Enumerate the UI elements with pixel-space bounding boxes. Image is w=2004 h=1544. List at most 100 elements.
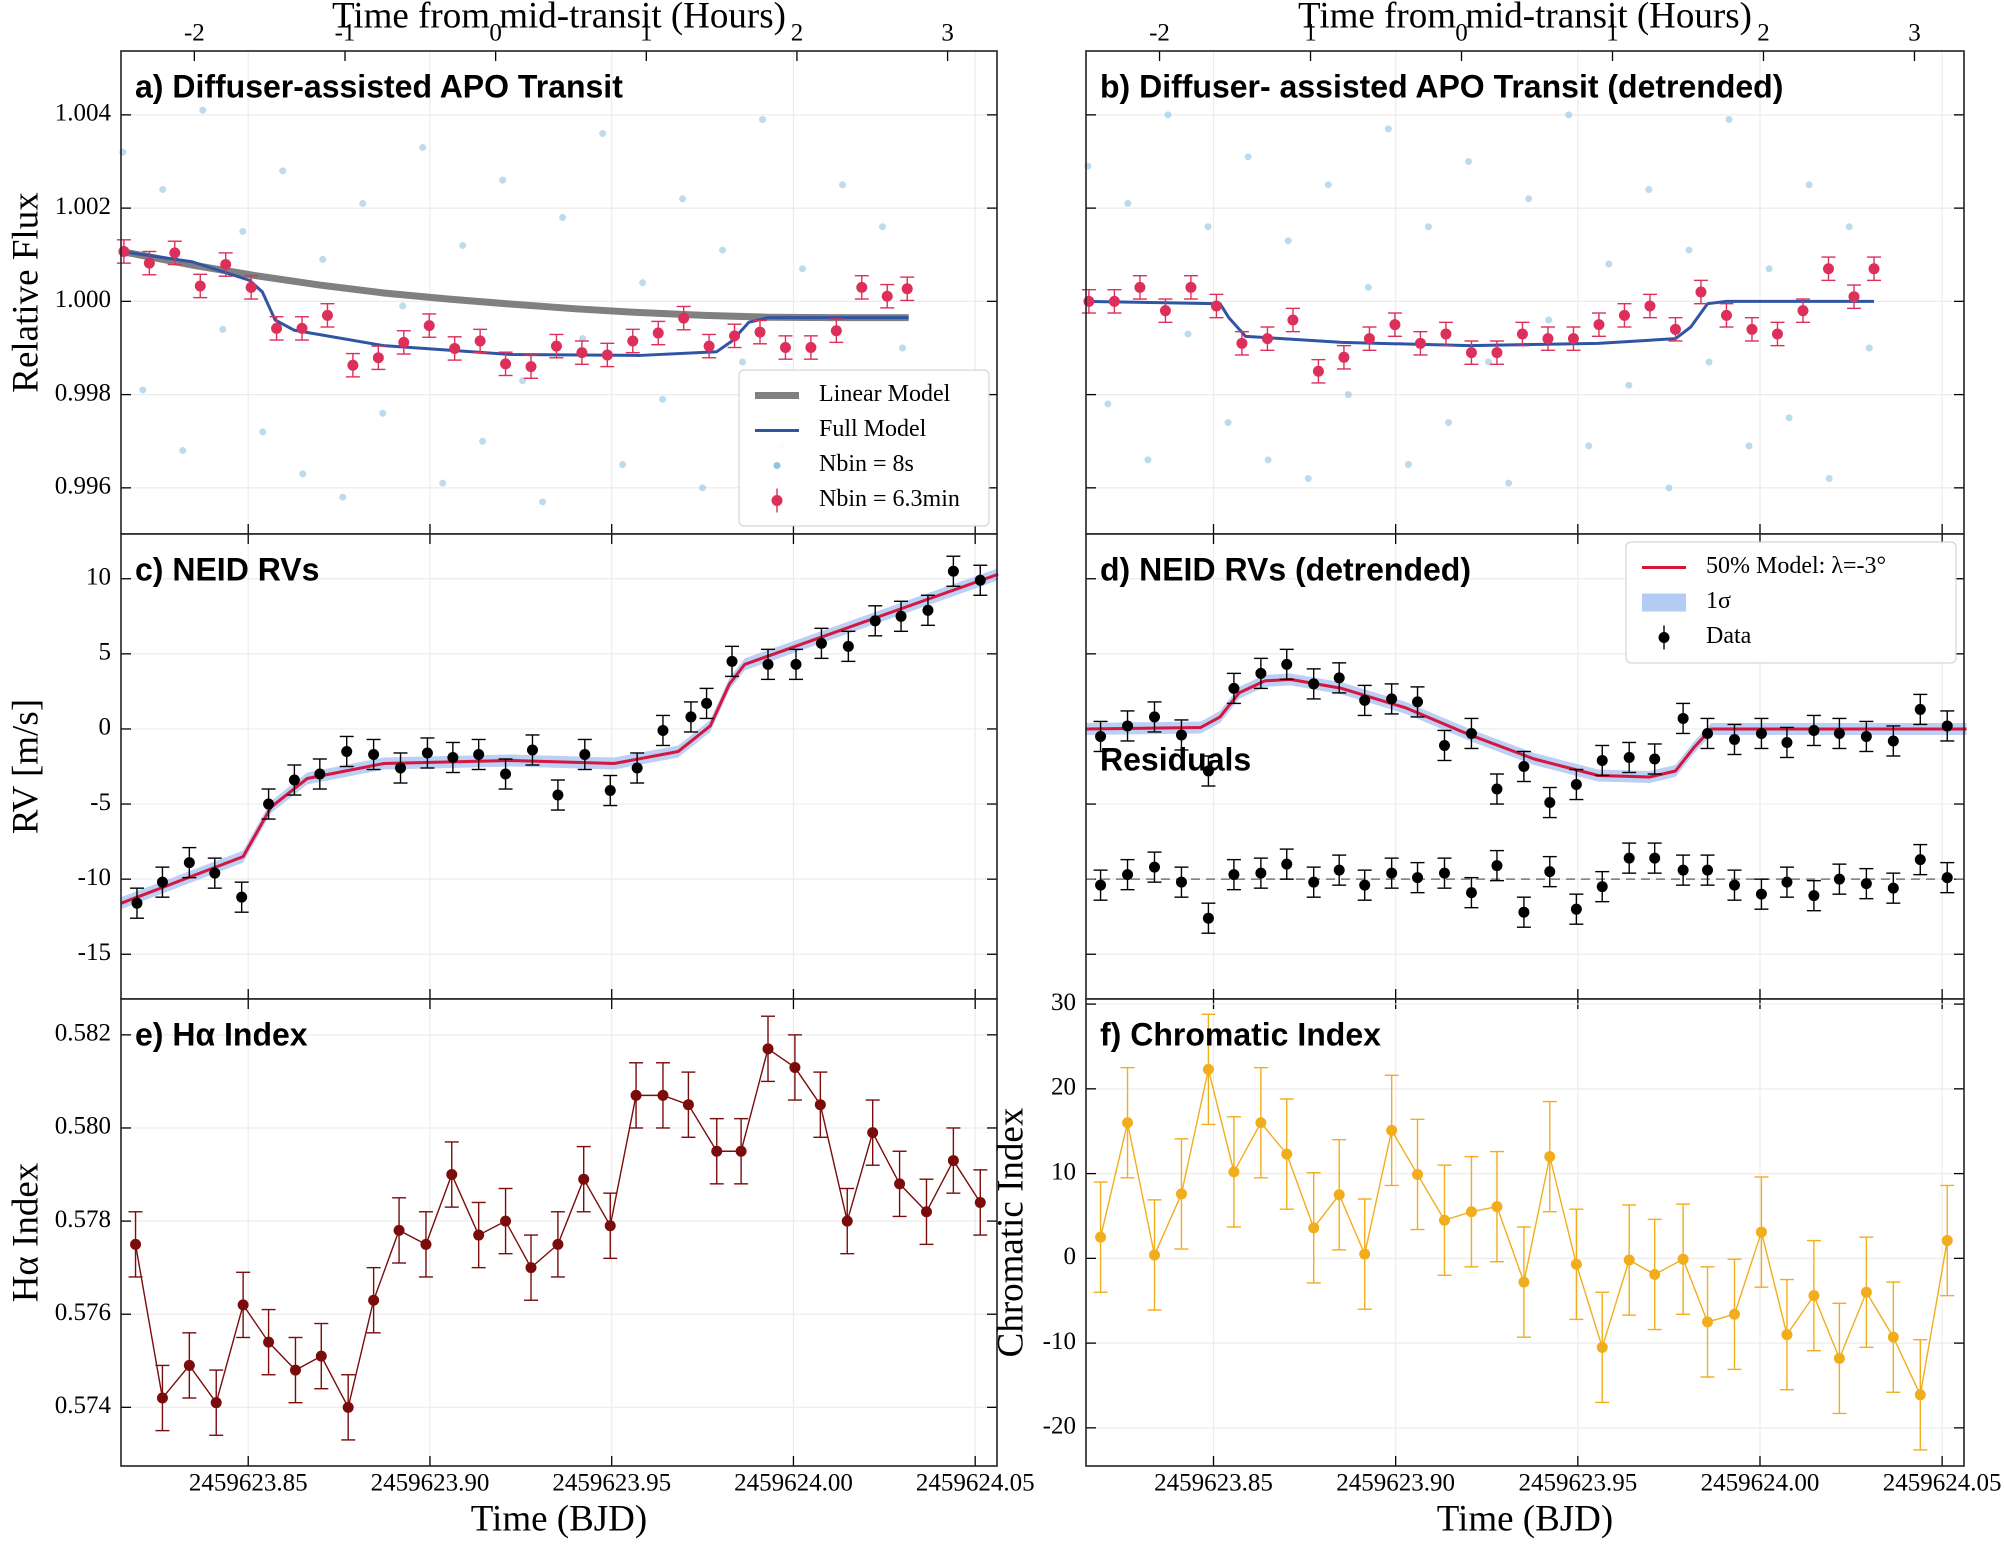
data-point <box>1134 281 1146 293</box>
raw-point <box>479 437 487 445</box>
panel-title: f) Chromatic Index <box>1100 1016 1381 1052</box>
data-point <box>421 747 433 759</box>
data-point <box>1746 323 1758 335</box>
data-point <box>1618 309 1630 321</box>
raw-point <box>1344 391 1352 399</box>
data-point <box>1771 328 1783 340</box>
data-point <box>678 312 690 324</box>
raw-point <box>1745 442 1753 450</box>
raw-point <box>898 344 906 352</box>
data-point <box>1887 1331 1899 1343</box>
data-point <box>169 247 181 259</box>
panel-title: b) Diffuser- assisted APO Transit (detre… <box>1100 68 1783 104</box>
data-point <box>1108 295 1120 307</box>
raw-point <box>1625 381 1633 389</box>
data-point <box>701 697 713 709</box>
data-point <box>754 326 766 338</box>
data-point <box>1848 291 1860 303</box>
data-point <box>1412 1168 1424 1180</box>
raw-point <box>1384 125 1392 133</box>
raw-point <box>419 144 427 152</box>
data-point <box>143 257 155 269</box>
data-point <box>1808 890 1820 902</box>
raw-point <box>1725 116 1733 124</box>
data-point <box>1465 887 1477 899</box>
data-point <box>841 1215 853 1227</box>
y-tick-label: 1.004 <box>55 100 112 127</box>
raw-point <box>1865 344 1873 352</box>
data-point <box>630 1089 642 1101</box>
data-point <box>1649 753 1661 765</box>
y-tick-label: -10 <box>78 864 111 891</box>
raw-point <box>359 199 367 207</box>
data-point <box>830 325 842 337</box>
data-point <box>1833 873 1845 885</box>
data-point <box>1941 872 1953 884</box>
y-tick-label: 30 <box>1051 989 1076 1016</box>
data-point <box>947 565 959 577</box>
raw-point <box>1224 419 1232 427</box>
data-point <box>1822 263 1834 275</box>
data-point <box>1491 1201 1503 1213</box>
data-point <box>1308 876 1320 888</box>
raw-point <box>1364 283 1372 291</box>
x-tick-label: 2459624.00 <box>1701 1470 1820 1497</box>
data-point <box>1833 727 1845 739</box>
data-point <box>815 637 827 649</box>
data-point <box>500 1215 512 1227</box>
data-point <box>1148 861 1160 873</box>
y-tick-label: 10 <box>86 563 111 590</box>
raw-point <box>1685 246 1693 254</box>
data-point <box>525 1262 537 1274</box>
data-point <box>526 744 538 756</box>
panel-background <box>1086 999 1964 1466</box>
x-tick-label: 2459624.05 <box>916 1470 1035 1497</box>
data-point <box>1281 1148 1293 1160</box>
top-x-tick-label: -1 <box>335 20 356 47</box>
data-point <box>1312 365 1324 377</box>
data-point <box>1440 328 1452 340</box>
data-point <box>729 330 741 342</box>
data-point <box>1914 854 1926 866</box>
data-point <box>762 1043 774 1055</box>
data-point <box>974 574 986 586</box>
y-tick-label: -10 <box>1043 1328 1076 1355</box>
x-tick-label: 2459624.00 <box>734 1470 853 1497</box>
data-point <box>1887 882 1899 894</box>
data-point <box>1308 1222 1320 1234</box>
data-point <box>156 876 168 888</box>
legend-label: Data <box>1706 623 1752 649</box>
y-tick-label: 0.578 <box>55 1206 111 1233</box>
raw-point <box>499 176 507 184</box>
data-point <box>1570 1258 1582 1270</box>
data-point <box>263 798 275 810</box>
data-point <box>1781 736 1793 748</box>
top-x-tick-label: 1 <box>640 20 653 47</box>
raw-point <box>399 302 407 310</box>
data-point <box>576 347 588 359</box>
legend-label: 50% Model: λ=-3° <box>1706 553 1886 579</box>
data-point <box>1860 730 1872 742</box>
data-point <box>1228 869 1240 881</box>
data-point <box>1544 797 1556 809</box>
data-point <box>1148 711 1160 723</box>
data-point <box>1868 263 1880 275</box>
legend-swatch <box>771 495 783 506</box>
data-point <box>1702 1316 1714 1328</box>
top-x-tick-label: 3 <box>1908 20 1921 47</box>
data-point <box>1412 696 1424 708</box>
x-tick-label: 2459624.05 <box>1883 1470 2002 1497</box>
data-point <box>1122 1117 1134 1129</box>
data-point <box>842 640 854 652</box>
data-point <box>315 1350 327 1362</box>
data-point <box>805 342 817 354</box>
raw-point <box>1144 456 1152 464</box>
data-point <box>579 748 591 760</box>
legend-swatch <box>1642 593 1686 612</box>
raw-point <box>299 470 307 478</box>
data-point <box>341 745 353 757</box>
legend-swatch <box>773 462 781 469</box>
data-point <box>894 1178 906 1190</box>
data-point <box>1887 735 1899 747</box>
data-point <box>118 245 130 257</box>
